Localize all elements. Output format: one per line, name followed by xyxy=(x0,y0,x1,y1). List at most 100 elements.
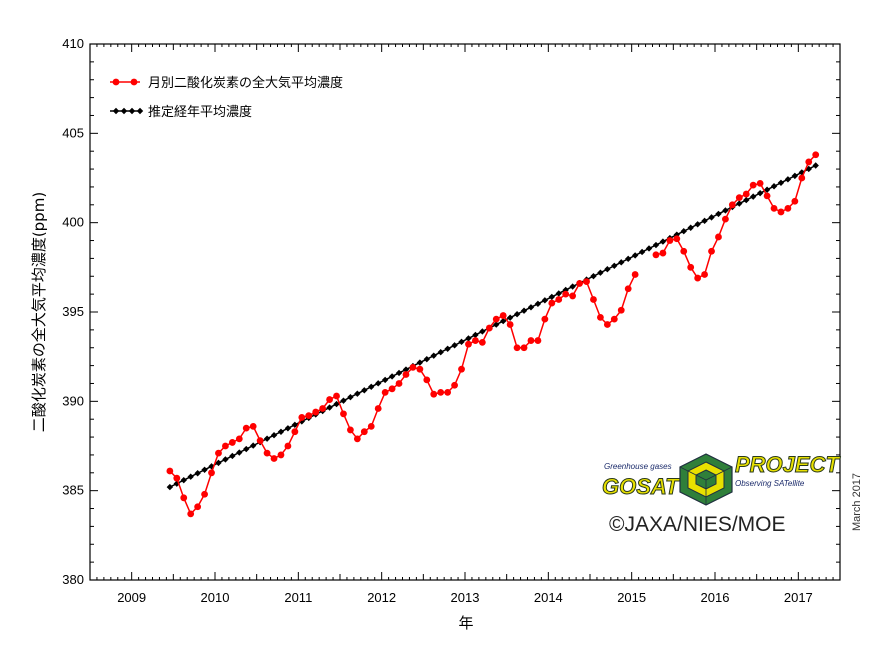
x-axis-ticks: 2009 2010 2011 2012 2013 2014 2015 2016 2017 xyxy=(89,44,841,605)
trend-point xyxy=(715,210,722,218)
monthly-point xyxy=(708,247,715,255)
y-tick-label: 380 xyxy=(62,572,84,587)
trend-point xyxy=(618,259,625,266)
y-tick-label: 400 xyxy=(62,215,84,230)
trend-point xyxy=(624,255,632,263)
logo-word-project: PROJECT xyxy=(735,452,840,477)
trend-point xyxy=(326,404,333,411)
monthly-point xyxy=(367,422,375,430)
trend-point xyxy=(347,393,354,401)
monthly-point xyxy=(347,426,354,434)
trend-point xyxy=(812,162,819,169)
trend-point xyxy=(506,314,514,321)
trend-point xyxy=(611,262,618,269)
trend-point xyxy=(236,449,243,456)
trend-point xyxy=(194,470,201,477)
trend-point xyxy=(638,248,646,256)
trend-point xyxy=(743,196,750,204)
legend-marker-diamond xyxy=(128,107,136,115)
x-axis-title: 年 xyxy=(458,614,473,632)
y-tick-label: 385 xyxy=(62,483,84,498)
monthly-point xyxy=(749,181,757,189)
monthly-point xyxy=(687,263,695,271)
monthly-point xyxy=(763,192,771,200)
monthly-point xyxy=(603,321,611,328)
monthly-line xyxy=(655,154,817,280)
legend-marker-diamond xyxy=(136,107,144,115)
y-tick-label: 405 xyxy=(62,125,84,140)
trend-point xyxy=(534,300,542,308)
monthly-point xyxy=(284,442,292,450)
x-tick-label: 2013 xyxy=(451,590,480,605)
monthly-point xyxy=(805,158,813,166)
monthly-point xyxy=(208,469,215,477)
monthly-point xyxy=(652,251,660,259)
monthly-point xyxy=(263,449,271,457)
trend-line xyxy=(169,164,817,488)
gosat-logo: Greenhouse gases GOSAT PROJECT Observing… xyxy=(602,452,841,506)
plot-frame xyxy=(89,43,841,581)
monthly-point xyxy=(812,151,820,159)
monthly-point xyxy=(430,390,438,398)
trend-point xyxy=(597,269,604,276)
trend-point xyxy=(701,217,708,225)
monthly-series xyxy=(166,151,820,518)
monthly-point xyxy=(610,315,618,323)
monthly-point xyxy=(485,324,493,332)
trend-point xyxy=(187,473,194,480)
monthly-point xyxy=(673,235,681,243)
monthly-point xyxy=(583,278,590,286)
trend-point xyxy=(222,456,229,463)
trend-point xyxy=(555,290,562,297)
monthly-point xyxy=(534,337,542,344)
monthly-point xyxy=(722,215,729,223)
monthly-point xyxy=(590,296,597,303)
trend-point xyxy=(388,373,396,380)
trend-point xyxy=(604,266,611,273)
legend-marker-diamond xyxy=(120,107,128,115)
trend-point xyxy=(361,387,368,394)
monthly-point xyxy=(458,365,465,373)
y-tick-label: 395 xyxy=(62,304,84,319)
trend-point xyxy=(215,459,222,467)
monthly-point xyxy=(201,490,208,498)
trend-point xyxy=(763,186,771,193)
trend-point xyxy=(374,380,382,387)
monthly-point xyxy=(222,442,229,450)
trend-point xyxy=(270,432,278,439)
monthly-point xyxy=(423,376,431,384)
monthly-point xyxy=(388,385,396,393)
monthly-point xyxy=(735,194,743,202)
monthly-point xyxy=(180,494,188,502)
trend-point xyxy=(354,390,361,397)
x-tick-label: 2014 xyxy=(534,590,563,605)
trend-point xyxy=(291,421,299,429)
trend-point xyxy=(201,466,208,474)
trend-point xyxy=(749,193,757,200)
monthly-point xyxy=(659,249,667,257)
monthly-point xyxy=(617,306,625,314)
trend-point xyxy=(513,310,521,318)
trend-point xyxy=(277,428,285,435)
monthly-point xyxy=(576,280,583,287)
monthly-point xyxy=(166,467,174,475)
monthly-point xyxy=(478,338,486,346)
monthly-point xyxy=(242,424,250,432)
copyright-text: ©JAXA/NIES/MOE xyxy=(609,513,786,536)
trend-series xyxy=(166,162,819,491)
monthly-point xyxy=(340,410,347,418)
monthly-point xyxy=(381,389,389,396)
monthly-point xyxy=(666,237,674,244)
trend-point xyxy=(548,293,556,301)
date-note: March 2017 xyxy=(851,473,863,531)
trend-point xyxy=(229,452,236,460)
trend-point xyxy=(520,307,528,314)
trend-point xyxy=(652,241,660,249)
monthly-point xyxy=(256,437,264,445)
monthly-point xyxy=(770,204,778,212)
trend-point xyxy=(569,283,576,290)
x-tick-label: 2010 xyxy=(201,590,230,605)
monthly-point xyxy=(326,396,333,403)
trend-point xyxy=(333,400,340,408)
monthly-point xyxy=(701,271,708,278)
